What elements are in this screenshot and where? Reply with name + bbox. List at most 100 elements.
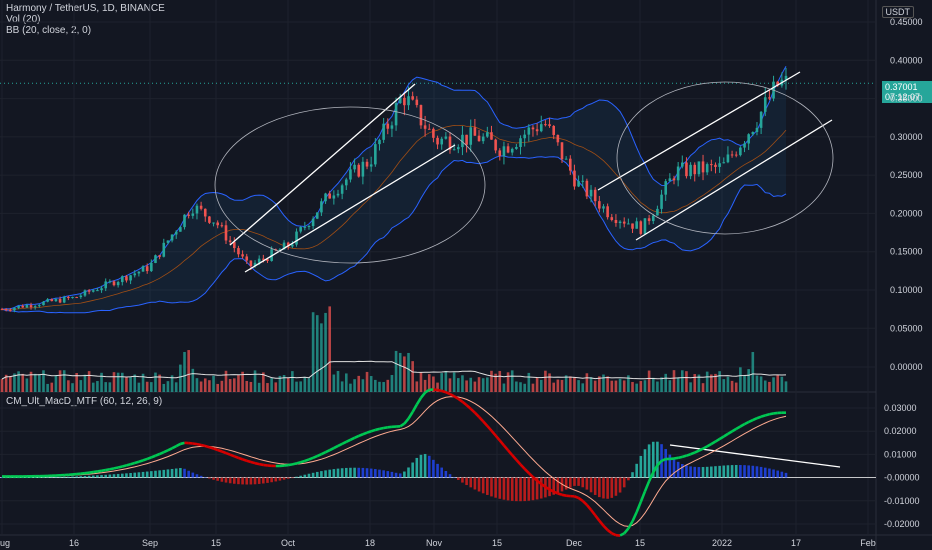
volume-bar bbox=[46, 383, 49, 392]
candle-body bbox=[469, 127, 473, 145]
macd-histogram-bar bbox=[29, 477, 33, 478]
candle-body bbox=[535, 129, 539, 132]
macd-histogram-bar bbox=[585, 477, 589, 490]
candle-body bbox=[203, 208, 207, 217]
macd-line-segment bbox=[415, 397, 423, 406]
macd-line-segment bbox=[221, 450, 227, 455]
macd-histogram-bar bbox=[469, 477, 473, 488]
macd-histogram-bar bbox=[270, 477, 273, 483]
macd-line-segment bbox=[469, 407, 476, 414]
macd-histogram-bar bbox=[564, 477, 568, 490]
macd-histogram-bar bbox=[174, 468, 178, 478]
volume-bar bbox=[784, 381, 788, 392]
macd-histogram-bar bbox=[415, 457, 419, 478]
volume-bar bbox=[42, 370, 45, 392]
macd-line-segment bbox=[399, 422, 406, 428]
volume-bar bbox=[763, 380, 767, 392]
last-price-badge: 0.37001 07:12:07 bbox=[882, 81, 932, 103]
candle-body bbox=[718, 163, 721, 167]
macd-histogram-bar bbox=[137, 472, 141, 478]
candle-body bbox=[162, 242, 166, 257]
macd-histogram-bar bbox=[419, 454, 423, 478]
macd-histogram-bar bbox=[627, 477, 630, 481]
macd-line-segment bbox=[519, 463, 526, 470]
macd-line-segment bbox=[354, 434, 360, 440]
macd-line-segment bbox=[213, 447, 219, 452]
macd-line-segment bbox=[490, 429, 497, 437]
macd-histogram-bar bbox=[25, 477, 29, 479]
volume-bar bbox=[245, 380, 249, 392]
candle-body bbox=[531, 127, 535, 130]
macd-line-segment bbox=[424, 388, 430, 394]
macd-histogram-bar bbox=[589, 477, 593, 493]
macd-histogram-bar bbox=[299, 475, 302, 478]
macd-tick-label: -0.00000 bbox=[884, 473, 920, 483]
volume-bar bbox=[353, 379, 356, 392]
volume-bar bbox=[199, 381, 203, 392]
candle-body bbox=[664, 181, 668, 195]
volume-bar bbox=[780, 376, 784, 392]
volume-bar bbox=[104, 382, 108, 392]
macd-histogram-bar bbox=[610, 477, 614, 498]
time-tick-label: 17 bbox=[791, 538, 801, 548]
macd-histogram-bar bbox=[614, 477, 618, 496]
macd-line-segment bbox=[627, 520, 634, 530]
macd-histogram-bar bbox=[191, 472, 195, 478]
macd-histogram-bar bbox=[697, 467, 701, 478]
candle-body bbox=[303, 226, 307, 228]
volume-bar bbox=[8, 375, 12, 392]
volume-bar bbox=[212, 375, 215, 392]
macd-line-segment bbox=[375, 427, 380, 432]
macd-histogram-bar bbox=[510, 477, 514, 501]
volume-bar bbox=[79, 380, 83, 392]
price-tick-label: 0.35000 bbox=[890, 94, 923, 104]
macd-line-segment bbox=[304, 458, 310, 463]
macd-line-segment bbox=[527, 472, 534, 478]
macd-histogram-bar bbox=[755, 466, 759, 478]
volume-bar bbox=[693, 374, 697, 392]
volume-bar bbox=[54, 375, 58, 392]
volume-bar bbox=[660, 377, 663, 392]
macd-line-segment bbox=[200, 443, 206, 448]
macd-histogram-bar bbox=[689, 466, 692, 478]
macd-histogram-bar bbox=[390, 471, 394, 478]
candle-body bbox=[747, 134, 750, 144]
candle-body bbox=[519, 138, 522, 147]
macd-histogram-bar bbox=[120, 473, 124, 478]
volume-bar bbox=[67, 380, 70, 392]
macd-histogram-bar bbox=[349, 467, 352, 478]
volume-bar bbox=[87, 371, 91, 392]
macd-histogram-bar bbox=[228, 477, 232, 484]
volume-bar bbox=[415, 381, 419, 392]
candle-body bbox=[324, 193, 327, 202]
volume-bar bbox=[411, 361, 414, 392]
volume-bar bbox=[668, 380, 672, 392]
macd-histogram-bar bbox=[357, 467, 361, 478]
macd-line-segment bbox=[611, 532, 617, 537]
volume-bar bbox=[58, 370, 62, 392]
macd-histogram-bar bbox=[726, 465, 730, 478]
macd-line-segment bbox=[602, 524, 609, 531]
candle-body bbox=[0, 309, 4, 311]
bollinger-upper bbox=[1, 65, 787, 310]
macd-histogram-bar bbox=[291, 477, 294, 479]
macd-histogram-bar bbox=[216, 477, 220, 481]
bollinger-lower bbox=[1, 155, 787, 314]
volume-bar bbox=[486, 377, 489, 392]
channel-line bbox=[635, 119, 833, 241]
candle-body bbox=[739, 147, 742, 156]
macd-line-segment bbox=[764, 413, 770, 417]
macd-histogram-bar bbox=[386, 471, 390, 478]
volume-bar bbox=[232, 378, 236, 392]
macd-histogram-bar bbox=[473, 477, 477, 490]
volume-bar bbox=[378, 381, 381, 392]
macd-histogram-bar bbox=[606, 477, 609, 499]
macd-line-segment bbox=[403, 417, 410, 425]
candle-body bbox=[91, 290, 95, 292]
volume-bar bbox=[307, 378, 311, 392]
macd-histogram-bar bbox=[83, 475, 87, 478]
volume-bar bbox=[191, 368, 195, 392]
macd-line-segment bbox=[358, 433, 364, 438]
macd-line-segment bbox=[723, 432, 729, 438]
